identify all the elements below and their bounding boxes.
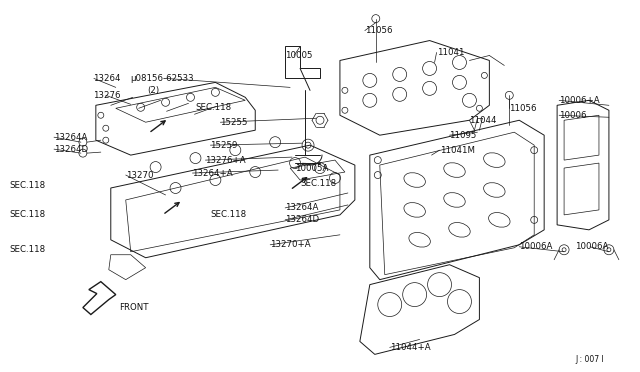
Text: 11044+A: 11044+A [390,343,430,352]
Text: 10005A: 10005A [295,164,328,173]
Text: 13276: 13276 [93,91,120,100]
Text: SEC.118: SEC.118 [195,103,232,112]
Text: 13264A: 13264A [285,203,319,212]
Text: (2): (2) [148,86,160,95]
Text: 11041M: 11041M [440,145,474,155]
Text: SEC.118: SEC.118 [9,211,45,219]
Text: 13264+A: 13264+A [193,169,233,177]
Text: 13276+A: 13276+A [205,155,246,164]
Text: 13270: 13270 [125,170,153,180]
Text: 11044: 11044 [469,116,497,125]
Text: µ08156-62533: µ08156-62533 [131,74,195,83]
Text: 10006A: 10006A [575,242,609,251]
Text: SEC.118: SEC.118 [211,211,246,219]
Text: 13264D: 13264D [54,145,88,154]
Text: 11095: 11095 [449,131,477,140]
Text: J : 007 I: J : 007 I [575,355,604,364]
Text: 13264D: 13264D [285,215,319,224]
Text: SEC.118: SEC.118 [300,179,336,187]
Text: 11056: 11056 [509,104,537,113]
Text: 15255: 15255 [220,118,248,127]
Text: FRONT: FRONT [119,303,148,312]
Text: 10006A: 10006A [519,242,552,251]
Text: SEC.118: SEC.118 [9,180,45,189]
Text: 13264A: 13264A [54,133,88,142]
Text: 10005: 10005 [285,51,312,60]
Text: 11056: 11056 [365,26,392,35]
Text: 13270+A: 13270+A [270,240,311,249]
Text: 10006+A: 10006+A [559,96,600,105]
Text: 11041: 11041 [436,48,464,57]
Polygon shape [83,282,116,314]
Text: SEC.118: SEC.118 [9,245,45,254]
Text: 15259: 15259 [211,141,238,150]
Text: 13264: 13264 [93,74,120,83]
Text: 10006: 10006 [559,111,587,120]
